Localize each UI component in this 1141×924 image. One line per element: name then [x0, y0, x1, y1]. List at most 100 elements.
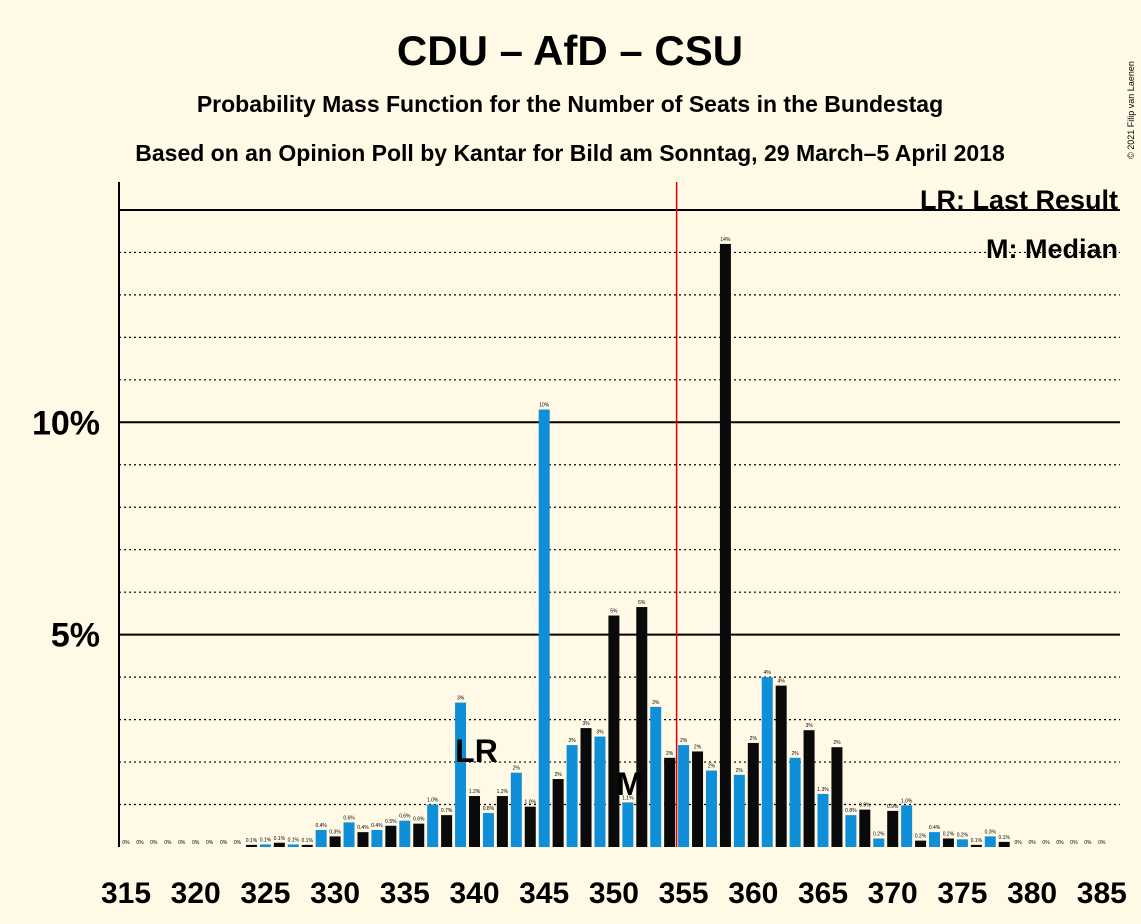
- bar-seat-348: [580, 728, 592, 847]
- bar-seat-377: [984, 836, 996, 847]
- bar-label-seat-338: 0.7%: [441, 808, 453, 814]
- bar-seat-360: [747, 742, 759, 847]
- bar-label-seat-340: 1.2%: [469, 789, 481, 795]
- bar-label-seat-367: 0.8%: [845, 808, 857, 814]
- x-tick-label: 355: [659, 877, 709, 910]
- x-tick-label: 380: [1007, 877, 1057, 910]
- bar-label-seat-357: 2%: [708, 764, 716, 770]
- y-tick-label: 5%: [51, 617, 100, 655]
- x-tick-label: 345: [519, 877, 569, 910]
- legend-median: M: Median: [986, 234, 1118, 264]
- bar-seat-332: [357, 832, 369, 847]
- bar-label-seat-364: 3%: [805, 723, 813, 729]
- bar-seat-343: [510, 772, 522, 847]
- last-result-marker: LR: [455, 733, 498, 769]
- bar-label-seat-383: 0%: [1070, 840, 1078, 846]
- bar-label-seat-342: 1.2%: [497, 789, 509, 795]
- bar-seat-354: [664, 757, 676, 847]
- bar-seat-357: [705, 770, 717, 847]
- bar-seat-330: [329, 836, 341, 847]
- bar-seat-325: [259, 844, 271, 847]
- bar-seat-346: [552, 779, 564, 847]
- bar-seat-345: [538, 409, 550, 847]
- bars: [245, 243, 1010, 847]
- bar-label-seat-374: 0.2%: [943, 832, 955, 838]
- bar-label-seat-368: 0.9%: [859, 803, 871, 809]
- bar-label-seat-384: 0%: [1084, 840, 1092, 846]
- bar-label-seat-354: 2%: [666, 751, 674, 757]
- bar-label-seat-351: 1.1%: [622, 795, 634, 801]
- bar-label-seat-349: 3%: [596, 730, 604, 736]
- bar-seat-364: [803, 730, 815, 847]
- bar-label-seat-361: 4%: [764, 670, 772, 676]
- bar-label-seat-376: 0.1%: [971, 838, 983, 844]
- bar-seat-378: [998, 841, 1010, 847]
- bar-seat-368: [859, 809, 871, 847]
- bar-label-seat-359: 2%: [736, 768, 744, 774]
- bar-seat-337: [427, 804, 439, 847]
- x-tick-label: 360: [728, 877, 778, 910]
- bar-seat-353: [650, 706, 662, 847]
- bar-seat-376: [970, 844, 982, 847]
- bar-seat-355: [678, 745, 690, 847]
- x-tick-label: 385: [1077, 877, 1127, 910]
- bar-label-seat-322: 0%: [220, 840, 228, 846]
- bar-seat-344: [524, 806, 536, 847]
- bar-label-seat-348: 3%: [582, 721, 590, 727]
- bar-label-seat-343: 2%: [513, 766, 521, 772]
- bar-label-seat-318: 0%: [164, 840, 172, 846]
- bar-label-seat-335: 0.6%: [399, 814, 411, 820]
- bar-labels: 0% 0% 0% 0% 0% 0% 0% 0% 0% 0.1% 0.1% 0.1% 0.1% 0.1%0.…: [122, 237, 1106, 846]
- x-tick-label: 315: [101, 877, 151, 910]
- x-tick-label: 330: [310, 877, 360, 910]
- bar-label-seat-334: 0.5%: [385, 819, 397, 825]
- bar-label-seat-373: 0.4%: [929, 825, 941, 831]
- bar-label-seat-355: 2%: [680, 738, 688, 744]
- bar-label-seat-363: 2%: [792, 751, 800, 757]
- bar-label-seat-370: 0.9%: [887, 804, 899, 810]
- x-tick-label: 325: [240, 877, 290, 910]
- bar-seat-328: [301, 844, 313, 847]
- median-marker: M: [617, 766, 644, 802]
- bar-seat-358: [719, 243, 731, 847]
- x-tick-label: 320: [171, 877, 221, 910]
- bar-seat-375: [956, 839, 968, 847]
- bar-seat-373: [929, 832, 941, 847]
- bar-label-seat-336: 0.6%: [413, 817, 425, 823]
- x-axis-ticks: 315 320 325 330 335 340 345 350 355 360 365 370 375 3…: [101, 877, 1127, 910]
- copyright-notice: © 2021 Filip van Laenen: [1126, 61, 1136, 159]
- bar-label-seat-385: 0%: [1098, 840, 1106, 846]
- bar-seat-371: [901, 805, 913, 847]
- bar-label-seat-356: 2%: [694, 744, 702, 750]
- bar-seat-352: [636, 607, 648, 847]
- bar-seat-324: [245, 844, 257, 847]
- bar-seat-333: [371, 830, 383, 847]
- x-tick-label: 365: [798, 877, 848, 910]
- bar-label-seat-332: 0.4%: [357, 825, 369, 831]
- y-axis-ticks: 5% 10%: [32, 404, 100, 654]
- bar-label-seat-333: 0.4%: [371, 823, 383, 829]
- bar-seat-372: [915, 840, 927, 847]
- bar-label-seat-375: 0.2%: [957, 832, 969, 838]
- bar-seat-351: [622, 802, 634, 847]
- bar-seat-326: [273, 842, 285, 847]
- x-tick-label: 350: [589, 877, 639, 910]
- bar-seat-341: [482, 813, 494, 847]
- chart-subtitle-2: Based on an Opinion Poll by Kantar for B…: [135, 140, 1005, 166]
- bar-seat-365: [817, 793, 829, 847]
- bar-seat-350: [608, 615, 620, 847]
- bar-label-seat-358: 14%: [720, 237, 731, 243]
- grid-lines: [119, 208, 1120, 806]
- bar-label-seat-345: 10%: [539, 403, 550, 409]
- bar-seat-361: [761, 677, 773, 847]
- bar-seat-331: [343, 822, 355, 847]
- bar-seat-374: [942, 838, 954, 847]
- bar-label-seat-328: 0.1%: [302, 838, 314, 844]
- bar-label-seat-360: 2%: [750, 736, 758, 742]
- bar-label-seat-378: 0.1%: [999, 835, 1011, 841]
- bar-label-seat-346: 2%: [555, 772, 563, 778]
- bar-label-seat-317: 0%: [150, 840, 158, 846]
- bar-label-seat-326: 0.1%: [274, 836, 286, 842]
- chart-title: CDU – AfD – CSU: [397, 27, 743, 74]
